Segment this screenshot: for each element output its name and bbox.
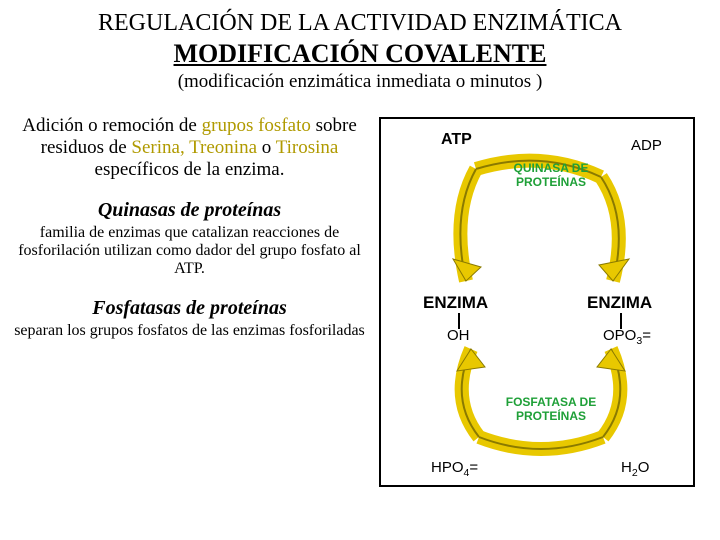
kinase-heading: Quinasas de proteínas (14, 199, 365, 222)
phosphatase-label-l1: FOSFATASA DE (506, 395, 596, 409)
hpo4-text: HPO (431, 459, 464, 476)
h2o-label: H2O (621, 459, 649, 479)
h2o-suf: O (638, 459, 650, 476)
intro-text: Adición o remoción de (22, 115, 201, 136)
atp-label: ATP (441, 131, 472, 149)
intro-highlight-2: Serina, Treonina (131, 137, 257, 158)
opo3-suf: = (642, 327, 651, 344)
kinase-label: QUINASA DE PROTEÍNAS (511, 161, 591, 189)
intro-paragraph: Adición o remoción de grupos fosfato sob… (14, 115, 365, 181)
right-column: ATP ADP QUINASA DE PROTEÍNAS ENZIMA ENZI… (379, 105, 699, 487)
enzima-right-label: ENZIMA (587, 293, 652, 313)
phosphatase-paragraph: separan los grupos fosfatos de las enzim… (14, 322, 365, 340)
kinase-label-l2: PROTEÍNAS (516, 175, 586, 189)
intro-highlight-3: Tirosina (276, 137, 339, 158)
kinase-label-l1: QUINASA DE (514, 161, 589, 175)
hpo4-suf: = (469, 459, 478, 476)
opo3-text: OPO (603, 327, 636, 344)
intro-text-4: específicos de la enzima. (95, 159, 285, 180)
page-subtitle: (modificación enzimática inmediata o min… (20, 71, 700, 93)
phosphatase-heading: Fosfatasas de proteínas (14, 297, 365, 320)
enzima-left-label: ENZIMA (423, 293, 488, 313)
phosphatase-label-l2: PROTEÍNAS (516, 409, 586, 423)
page-title-2: MODIFICACIÓN COVALENTE (20, 39, 700, 69)
diagram-box: ATP ADP QUINASA DE PROTEÍNAS ENZIMA ENZI… (379, 117, 695, 487)
hpo4-label: HPO4= (431, 459, 478, 479)
intro-highlight-1: grupos fosfato (202, 115, 311, 136)
left-column: Adición o remoción de grupos fosfato sob… (14, 105, 379, 487)
oh-label: OH (447, 327, 470, 344)
adp-label: ADP (631, 137, 662, 154)
page-title-1: REGULACIÓN DE LA ACTIVIDAD ENZIMÁTICA (20, 10, 700, 37)
h2o-pre: H (621, 459, 632, 476)
opo3-label: OPO3= (603, 327, 651, 347)
intro-text-3: o (257, 137, 276, 158)
kinase-paragraph: familia de enzimas que catalizan reaccio… (14, 224, 365, 279)
phosphatase-label: FOSFATASA DE PROTEÍNAS (505, 395, 597, 423)
